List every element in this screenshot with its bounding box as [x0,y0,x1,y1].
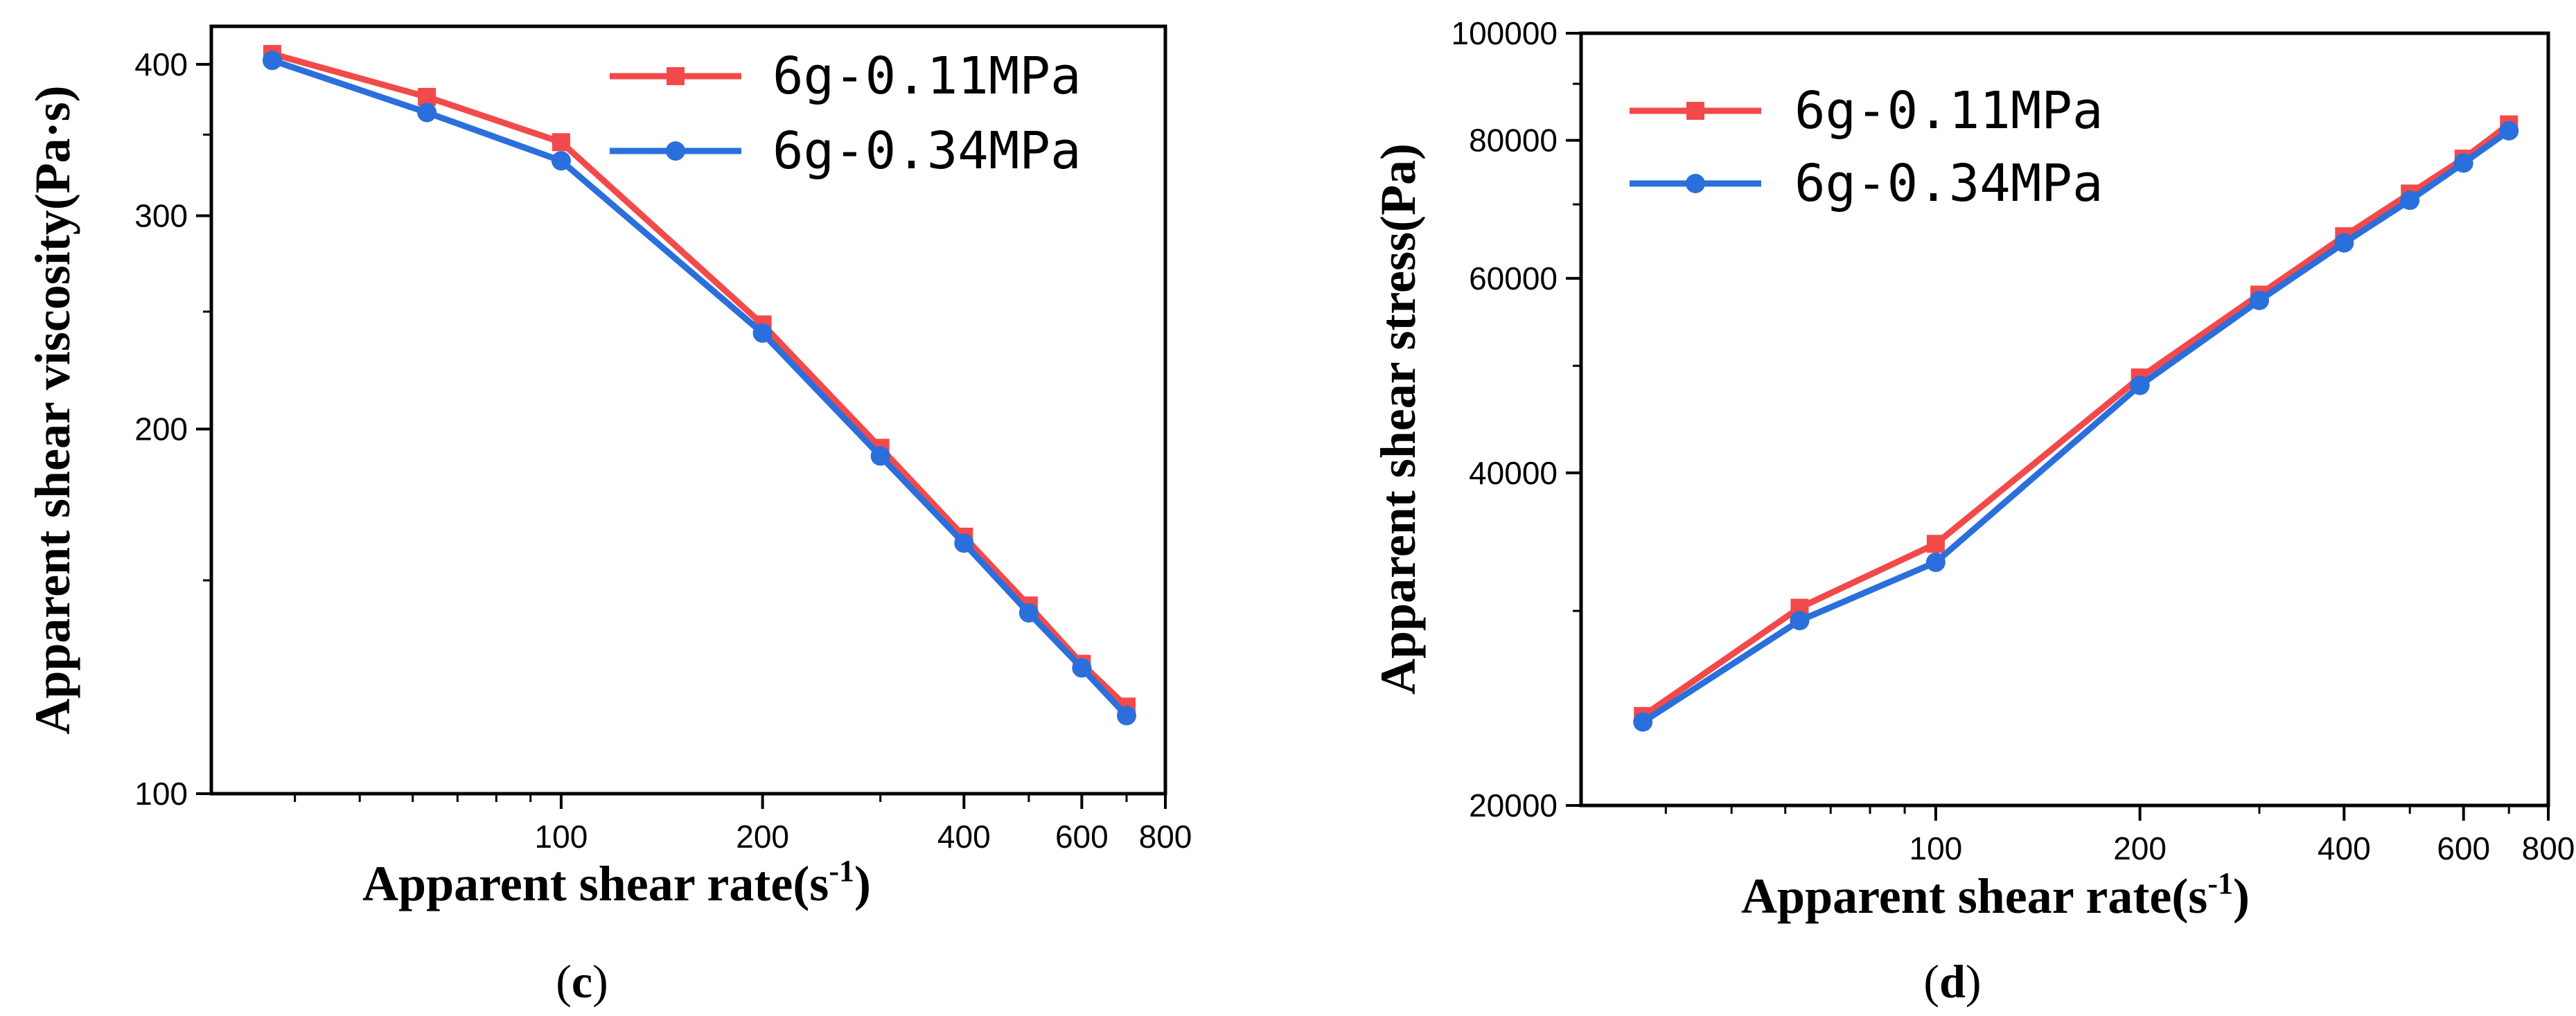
data-point-circle [2400,190,2420,211]
x-tick-label: 100 [535,819,588,855]
panel-d-series [1633,115,2519,732]
x-tick-label: 200 [2113,830,2167,866]
data-point-circle [2249,290,2269,310]
panel-d-y-axis-title: Apparent shear stress(Pa) [1370,143,1426,695]
data-point-circle [2499,121,2519,141]
x-tick-label: 800 [2522,830,2575,866]
data-point-circle [1018,603,1039,623]
data-point-circle [954,533,974,553]
panel-d-grid-decor [1566,32,2550,821]
panel-c-legend: 6g-0.11MPa 6g-0.34MPa [610,46,1082,181]
panel-c-x-axis-title: Apparent shear rate(s-1) [362,854,871,911]
data-point-circle [417,103,437,123]
y-tick-label: 40000 [1469,455,1558,491]
data-point-circle [1072,658,1092,678]
data-point-circle [262,51,282,71]
data-point-square [1926,535,1945,553]
legend-label-6g-0.11MPa: 6g-0.11MPa [773,46,1082,106]
legend-label-6g-0.34MPa: 6g-0.34MPa [773,121,1082,181]
x-tick-label: 800 [1139,819,1192,855]
legend-marker-square [667,67,685,85]
x-tick-label: 400 [2318,830,2371,866]
data-point-circle [2334,233,2354,253]
y-tick-label: 100000 [1452,15,1558,51]
panel-c: 100 200 400 600 800 100 200 300 400 6g-0.11MPa 6… [25,24,1192,1008]
legend-marker-circle [666,141,685,161]
legend-label-6g-0.11MPa: 6g-0.11MPa [1794,81,2103,141]
x-tick-label: 600 [2437,830,2490,866]
panel-d-axes-frame [1579,31,2550,808]
panel-d-x-axis-title: Apparent shear rate(s-1) [1741,866,2250,924]
data-point-circle [2453,153,2473,173]
panel-c-y-axis-title: Apparent shear viscosity(Pa·s) [25,85,80,734]
y-tick-label: 400 [134,46,188,82]
panel-d: 100 200 400 600 800 20000 40000 60000 80000 10000… [1370,15,2575,1008]
panel-d-tick-labels: 100 200 400 600 800 20000 40000 60000 80000 10000… [1452,15,2575,866]
data-point-circle [1633,712,1653,732]
data-point-circle [2130,375,2150,395]
y-tick-label: 60000 [1469,260,1558,296]
panel-c-series [262,44,1136,726]
panel-d-legend: 6g-0.11MPa 6g-0.34MPa [1630,81,2103,213]
panel-c-label: (c) [556,955,608,1008]
y-tick-label: 200 [134,411,188,447]
panel-c-tick-labels: 100 200 400 600 800 100 200 300 400 [134,46,1192,855]
y-tick-label: 300 [134,197,188,233]
data-point-circle [551,151,571,171]
data-point-circle [752,323,773,343]
legend-marker-square [1686,102,1704,120]
y-tick-label: 80000 [1469,123,1558,159]
data-point-circle [1116,706,1136,726]
panel-d-label: (d) [1923,955,1981,1008]
y-tick-label: 100 [134,776,188,812]
legend-label-6g-0.34MPa: 6g-0.34MPa [1794,154,2103,213]
y-tick-label: 20000 [1469,787,1558,823]
panel-c-axes-frame [209,24,1167,796]
x-tick-label: 200 [736,819,789,855]
data-point-circle [870,446,890,466]
data-point-square [552,133,570,152]
legend-marker-circle [1686,174,1705,193]
x-tick-label: 100 [1909,830,1963,866]
data-point-circle [1925,552,1946,572]
x-tick-label: 600 [1055,819,1109,855]
data-point-circle [1790,611,1810,631]
x-tick-label: 400 [937,819,991,855]
